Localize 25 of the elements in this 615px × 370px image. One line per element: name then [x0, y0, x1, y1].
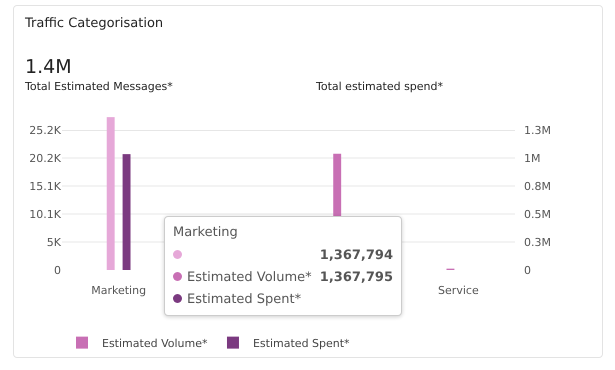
y2-tick-label: 0.3M: [524, 236, 551, 249]
annotation: 1,367,795: [320, 270, 393, 285]
y2-tick-label: 1.3M: [524, 124, 551, 138]
legend-label: Estimated Volume*: [102, 336, 208, 350]
text: 1.4M: [25, 56, 72, 78]
text: Estimated Spent*: [187, 292, 302, 307]
annotation: Estimated Volume*: [187, 270, 312, 285]
chart-title: Traffic Categorisation: [25, 16, 164, 31]
y-tick-label: 10.1K: [29, 208, 62, 221]
y-tick-label: 25.2K: [29, 124, 62, 138]
annotation: 1,367,794: [320, 248, 393, 263]
text: Total estimated spend*: [316, 80, 444, 93]
x-tick-label: Service: [438, 284, 479, 297]
legend-label: Estimated Spent*: [252, 336, 350, 350]
y-tick-label: 5K: [46, 236, 62, 249]
y-tick-label: 20.2K: [29, 152, 62, 166]
y2-tick-label: 0.8M: [524, 180, 551, 194]
y-tick-label: 0: [54, 264, 61, 277]
y-tick-label: 15.1K: [29, 180, 62, 194]
y2-tick-label: 0.5M: [524, 208, 551, 221]
y2-tick-label: 1M: [524, 152, 540, 166]
text: Total Estimated Messages*: [25, 80, 173, 93]
annotation: Marketing: [173, 225, 238, 240]
bar: [106, 117, 115, 270]
y2-tick-label: 0: [524, 264, 531, 277]
